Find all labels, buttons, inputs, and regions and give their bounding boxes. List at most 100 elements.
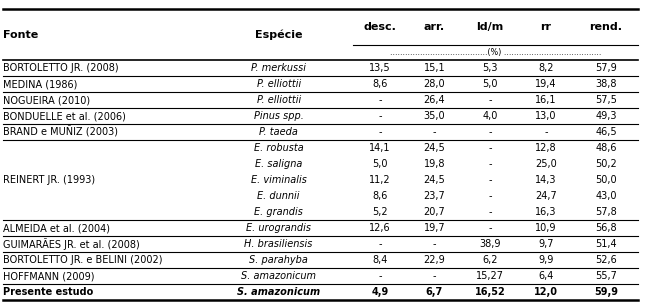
Text: 4,9: 4,9 [371, 287, 389, 297]
Text: BRAND e MUÑIZ (2003): BRAND e MUÑIZ (2003) [3, 126, 118, 138]
Text: -: - [433, 239, 436, 249]
Text: 38,8: 38,8 [595, 79, 617, 89]
Text: 24,5: 24,5 [424, 143, 445, 153]
Text: 6,2: 6,2 [483, 255, 498, 265]
Text: 9,9: 9,9 [538, 255, 553, 265]
Text: HOFFMANN (2009): HOFFMANN (2009) [3, 271, 95, 281]
Text: S. parahyba: S. parahyba [249, 255, 308, 265]
Text: 4,0: 4,0 [483, 111, 498, 121]
Text: E. saligna: E. saligna [255, 159, 303, 169]
Text: -: - [489, 143, 492, 153]
Text: -: - [489, 207, 492, 217]
Text: arr.: arr. [424, 22, 445, 32]
Text: 50,2: 50,2 [595, 159, 617, 169]
Text: 26,4: 26,4 [424, 95, 445, 105]
Text: 6,4: 6,4 [538, 271, 553, 281]
Text: 13,0: 13,0 [535, 111, 557, 121]
Text: 15,27: 15,27 [476, 271, 504, 281]
Text: BORTOLETTO JR. e BELINI (2002): BORTOLETTO JR. e BELINI (2002) [3, 255, 163, 265]
Text: GUIMARÃES JR. et al. (2008): GUIMARÃES JR. et al. (2008) [3, 238, 140, 250]
Text: H. brasiliensis: H. brasiliensis [244, 239, 313, 249]
Text: P. taeda: P. taeda [259, 127, 298, 137]
Text: 15,1: 15,1 [424, 63, 445, 73]
Text: 52,6: 52,6 [595, 255, 617, 265]
Text: 8,6: 8,6 [373, 191, 388, 201]
Text: P. elliottii: P. elliottii [257, 79, 301, 89]
Text: 8,6: 8,6 [373, 79, 388, 89]
Text: -: - [489, 159, 492, 169]
Text: 12,8: 12,8 [535, 143, 557, 153]
Text: REINERT JR. (1993): REINERT JR. (1993) [3, 175, 95, 185]
Text: 16,1: 16,1 [535, 95, 557, 105]
Text: 13,5: 13,5 [369, 63, 391, 73]
Text: rend.: rend. [590, 22, 622, 32]
Text: -: - [489, 127, 492, 137]
Text: 35,0: 35,0 [424, 111, 445, 121]
Text: -: - [433, 271, 436, 281]
Text: -: - [489, 191, 492, 201]
Text: 56,8: 56,8 [595, 223, 617, 233]
Text: E. grandis: E. grandis [254, 207, 303, 217]
Text: S. amazonicum: S. amazonicum [237, 287, 320, 297]
Text: -: - [378, 239, 382, 249]
Text: Espécie: Espécie [255, 29, 303, 40]
Text: -: - [544, 127, 548, 137]
Text: 16,52: 16,52 [475, 287, 505, 297]
Text: E. viminalis: E. viminalis [251, 175, 307, 185]
Text: -: - [378, 95, 382, 105]
Text: 14,3: 14,3 [535, 175, 557, 185]
Text: S. amazonicum: S. amazonicum [241, 271, 316, 281]
Text: Pinus spp.: Pinus spp. [254, 111, 303, 121]
Text: ld/m: ld/m [476, 22, 504, 32]
Text: 8,2: 8,2 [538, 63, 553, 73]
Text: 28,0: 28,0 [424, 79, 445, 89]
Text: 57,5: 57,5 [595, 95, 617, 105]
Text: 22,9: 22,9 [424, 255, 445, 265]
Text: 57,8: 57,8 [595, 207, 617, 217]
Text: 59,9: 59,9 [594, 287, 618, 297]
Text: 19,4: 19,4 [535, 79, 557, 89]
Text: -: - [489, 95, 492, 105]
Text: 24,5: 24,5 [424, 175, 445, 185]
Text: 46,5: 46,5 [595, 127, 617, 137]
Text: 20,7: 20,7 [424, 207, 445, 217]
Text: desc.: desc. [364, 22, 397, 32]
Text: -: - [489, 223, 492, 233]
Text: 24,7: 24,7 [535, 191, 557, 201]
Text: -: - [378, 271, 382, 281]
Text: P. merkussi: P. merkussi [251, 63, 306, 73]
Text: E. urograndis: E. urograndis [246, 223, 311, 233]
Text: 8,4: 8,4 [373, 255, 388, 265]
Text: BORTOLETTO JR. (2008): BORTOLETTO JR. (2008) [3, 63, 119, 73]
Text: MEDINA (1986): MEDINA (1986) [3, 79, 78, 89]
Text: P. elliottii: P. elliottii [257, 95, 301, 105]
Text: 16,3: 16,3 [535, 207, 557, 217]
Text: 38,9: 38,9 [480, 239, 501, 249]
Text: Presente estudo: Presente estudo [3, 287, 93, 297]
Text: NOGUEIRA (2010): NOGUEIRA (2010) [3, 95, 90, 105]
Text: 12,0: 12,0 [534, 287, 558, 297]
Text: 43,0: 43,0 [595, 191, 617, 201]
Text: 55,7: 55,7 [595, 271, 617, 281]
Text: -: - [489, 175, 492, 185]
Text: 5,3: 5,3 [483, 63, 498, 73]
Text: -: - [378, 127, 382, 137]
Text: rr: rr [540, 22, 551, 32]
Text: -: - [378, 111, 382, 121]
Text: 48,6: 48,6 [595, 143, 617, 153]
Text: 19,7: 19,7 [424, 223, 445, 233]
Text: -: - [433, 127, 436, 137]
Text: 5,2: 5,2 [372, 207, 388, 217]
Text: 49,3: 49,3 [595, 111, 617, 121]
Text: .......................................(%) .....................................: .......................................(… [390, 48, 601, 57]
Text: 5,0: 5,0 [373, 159, 388, 169]
Text: Fonte: Fonte [3, 30, 38, 40]
Text: 5,0: 5,0 [483, 79, 498, 89]
Text: 12,6: 12,6 [369, 223, 391, 233]
Text: 25,0: 25,0 [535, 159, 557, 169]
Text: E. dunnii: E. dunnii [257, 191, 300, 201]
Text: 19,8: 19,8 [424, 159, 445, 169]
Text: 11,2: 11,2 [369, 175, 391, 185]
Text: 9,7: 9,7 [538, 239, 553, 249]
Text: 50,0: 50,0 [595, 175, 617, 185]
